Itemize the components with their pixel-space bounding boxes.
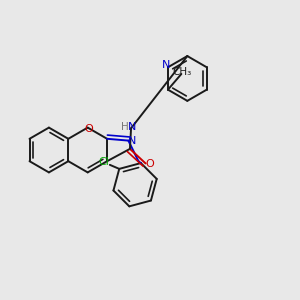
- Text: N: N: [128, 136, 136, 146]
- Text: O: O: [146, 159, 154, 170]
- Text: Cl: Cl: [98, 157, 109, 167]
- Text: CH₃: CH₃: [173, 67, 192, 77]
- Text: N: N: [128, 122, 136, 132]
- Text: H: H: [121, 122, 129, 132]
- Text: N: N: [162, 60, 170, 70]
- Text: O: O: [84, 124, 93, 134]
